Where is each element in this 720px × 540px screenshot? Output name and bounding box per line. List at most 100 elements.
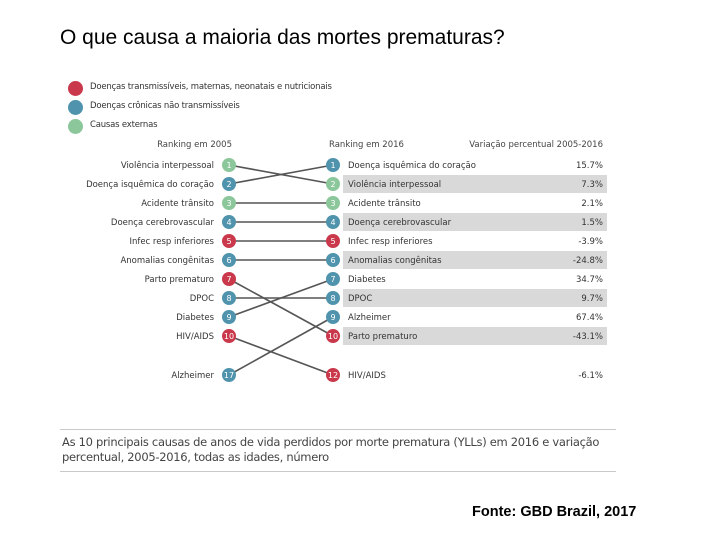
right-rank-number: 5 (330, 237, 335, 246)
legend-label-external: Causas externas (90, 120, 158, 130)
left-cause-label: Infec resp inferiores (129, 237, 214, 247)
caption-box: As 10 principais causas de anos de vida … (60, 429, 616, 472)
percent-change-value: 2.1% (581, 199, 603, 209)
right-rank-number: 2 (330, 180, 335, 189)
table-row-shade (343, 289, 607, 307)
source-note: Fonte: GBD Brazil, 2017 (472, 504, 637, 520)
table-row-shade (343, 213, 607, 231)
right-rank-circle (326, 234, 340, 248)
header-ranking-2016: Ranking em 2016 (329, 140, 404, 150)
right-rank-circle (326, 215, 340, 229)
table-row-shade (343, 251, 607, 269)
header-change: Variação percentual 2005-2016 (469, 140, 603, 150)
right-rank-number: 12 (328, 371, 338, 380)
right-cause-label: Doença cerebrovascular (348, 218, 452, 228)
right-cause-label: Diabetes (348, 275, 386, 285)
left-rank-circle (222, 329, 236, 343)
connector-line (228, 278, 334, 318)
connector-line (228, 316, 334, 376)
left-cause-label: Doença isquêmica do coração (86, 179, 214, 190)
left-rank-number: 5 (226, 237, 231, 246)
left-cause-label: Violência interpessoal (121, 160, 214, 171)
left-cause-label: Doença cerebrovascular (111, 218, 215, 228)
percent-change-value: -24.8% (573, 256, 603, 266)
left-rank-circle (222, 196, 236, 210)
right-rank-circle (326, 310, 340, 324)
right-rank-number: 3 (330, 199, 335, 208)
right-rank-number: 10 (328, 332, 338, 341)
left-cause-label: DPOC (190, 294, 214, 304)
left-cause-label: Alzheimer (171, 371, 214, 381)
left-rank-number: 2 (226, 180, 231, 189)
left-rank-circle (222, 158, 236, 172)
right-rank-number: 8 (330, 294, 335, 303)
right-cause-label: Infec resp inferiores (348, 237, 433, 247)
left-cause-label: Diabetes (176, 313, 214, 323)
left-rank-circle (222, 215, 236, 229)
right-rank-number: 1 (330, 161, 335, 170)
left-rank-number: 7 (226, 275, 231, 284)
right-rank-circle (326, 196, 340, 210)
left-cause-label: HIV/AIDS (176, 332, 214, 342)
left-rank-circle (222, 368, 236, 382)
right-cause-label: DPOC (348, 294, 372, 304)
left-rank-circle (222, 310, 236, 324)
slide-title: O que causa a maioria das mortes prematu… (60, 26, 505, 49)
right-rank-circle (326, 158, 340, 172)
right-rank-circle (326, 291, 340, 305)
table-row-shade (343, 327, 607, 345)
percent-change-value: 34.7% (576, 275, 603, 285)
percent-change-value: -3.9% (578, 237, 603, 247)
connector-line (228, 335, 334, 376)
legend-dot-communicable (68, 81, 83, 96)
percent-change-value: 15.7% (576, 161, 603, 171)
legend-label-communicable: Doenças transmissíveis, maternas, neonat… (90, 82, 332, 92)
right-cause-label: Anomalias congênitas (348, 255, 442, 266)
left-rank-number: 9 (226, 313, 231, 322)
right-rank-circle (326, 177, 340, 191)
left-cause-label: Parto prematuro (145, 275, 214, 285)
legend-dot-chronic (68, 100, 83, 115)
right-rank-circle (326, 329, 340, 343)
right-rank-circle (326, 368, 340, 382)
right-cause-label: Violência interpessoal (348, 179, 441, 190)
percent-change-value: 67.4% (576, 313, 603, 323)
right-cause-label: Alzheimer (348, 313, 391, 323)
figure-caption: As 10 principais causas de anos de vida … (62, 435, 600, 464)
left-rank-number: 17 (224, 371, 234, 380)
left-rank-circle (222, 253, 236, 267)
left-rank-number: 8 (226, 294, 231, 303)
left-rank-circle (222, 291, 236, 305)
header-ranking-2005: Ranking em 2005 (157, 140, 232, 150)
left-rank-circle (222, 234, 236, 248)
right-rank-number: 7 (330, 275, 335, 284)
left-rank-number: 6 (226, 256, 231, 265)
ranking-diagram: Ranking em 2005 Ranking em 2016 Variação p… (86, 140, 607, 382)
right-rank-number: 6 (330, 256, 335, 265)
percent-change-value: -43.1% (573, 332, 603, 342)
right-cause-label: HIV/AIDS (348, 371, 386, 381)
left-cause-label: Acidente trânsito (141, 199, 214, 209)
right-rank-circle (326, 253, 340, 267)
percent-change-value: -6.1% (578, 371, 603, 381)
table-row-shade (343, 175, 607, 193)
legend-label-chronic: Doenças crônicas não transmissíveis (90, 101, 240, 111)
percent-change-value: 1.5% (581, 218, 603, 228)
right-rank-number: 9 (330, 313, 335, 322)
right-cause-label: Acidente trânsito (348, 199, 421, 209)
left-rank-number: 3 (226, 199, 231, 208)
right-cause-label: Doença isquêmica do coração (348, 160, 476, 171)
percent-change-value: 9.7% (581, 294, 603, 304)
connector-line (228, 278, 334, 337)
percent-change-value: 7.3% (581, 180, 603, 190)
left-rank-circle (222, 177, 236, 191)
left-rank-number: 1 (226, 161, 231, 170)
left-cause-label: Anomalias congênitas (120, 255, 214, 266)
left-rank-circle (222, 272, 236, 286)
left-rank-number: 4 (226, 218, 231, 227)
connector-line (228, 164, 334, 185)
right-rank-number: 4 (330, 218, 335, 227)
legend-dot-external (68, 119, 83, 134)
right-cause-label: Parto prematuro (348, 332, 417, 342)
left-rank-number: 10 (224, 332, 234, 341)
